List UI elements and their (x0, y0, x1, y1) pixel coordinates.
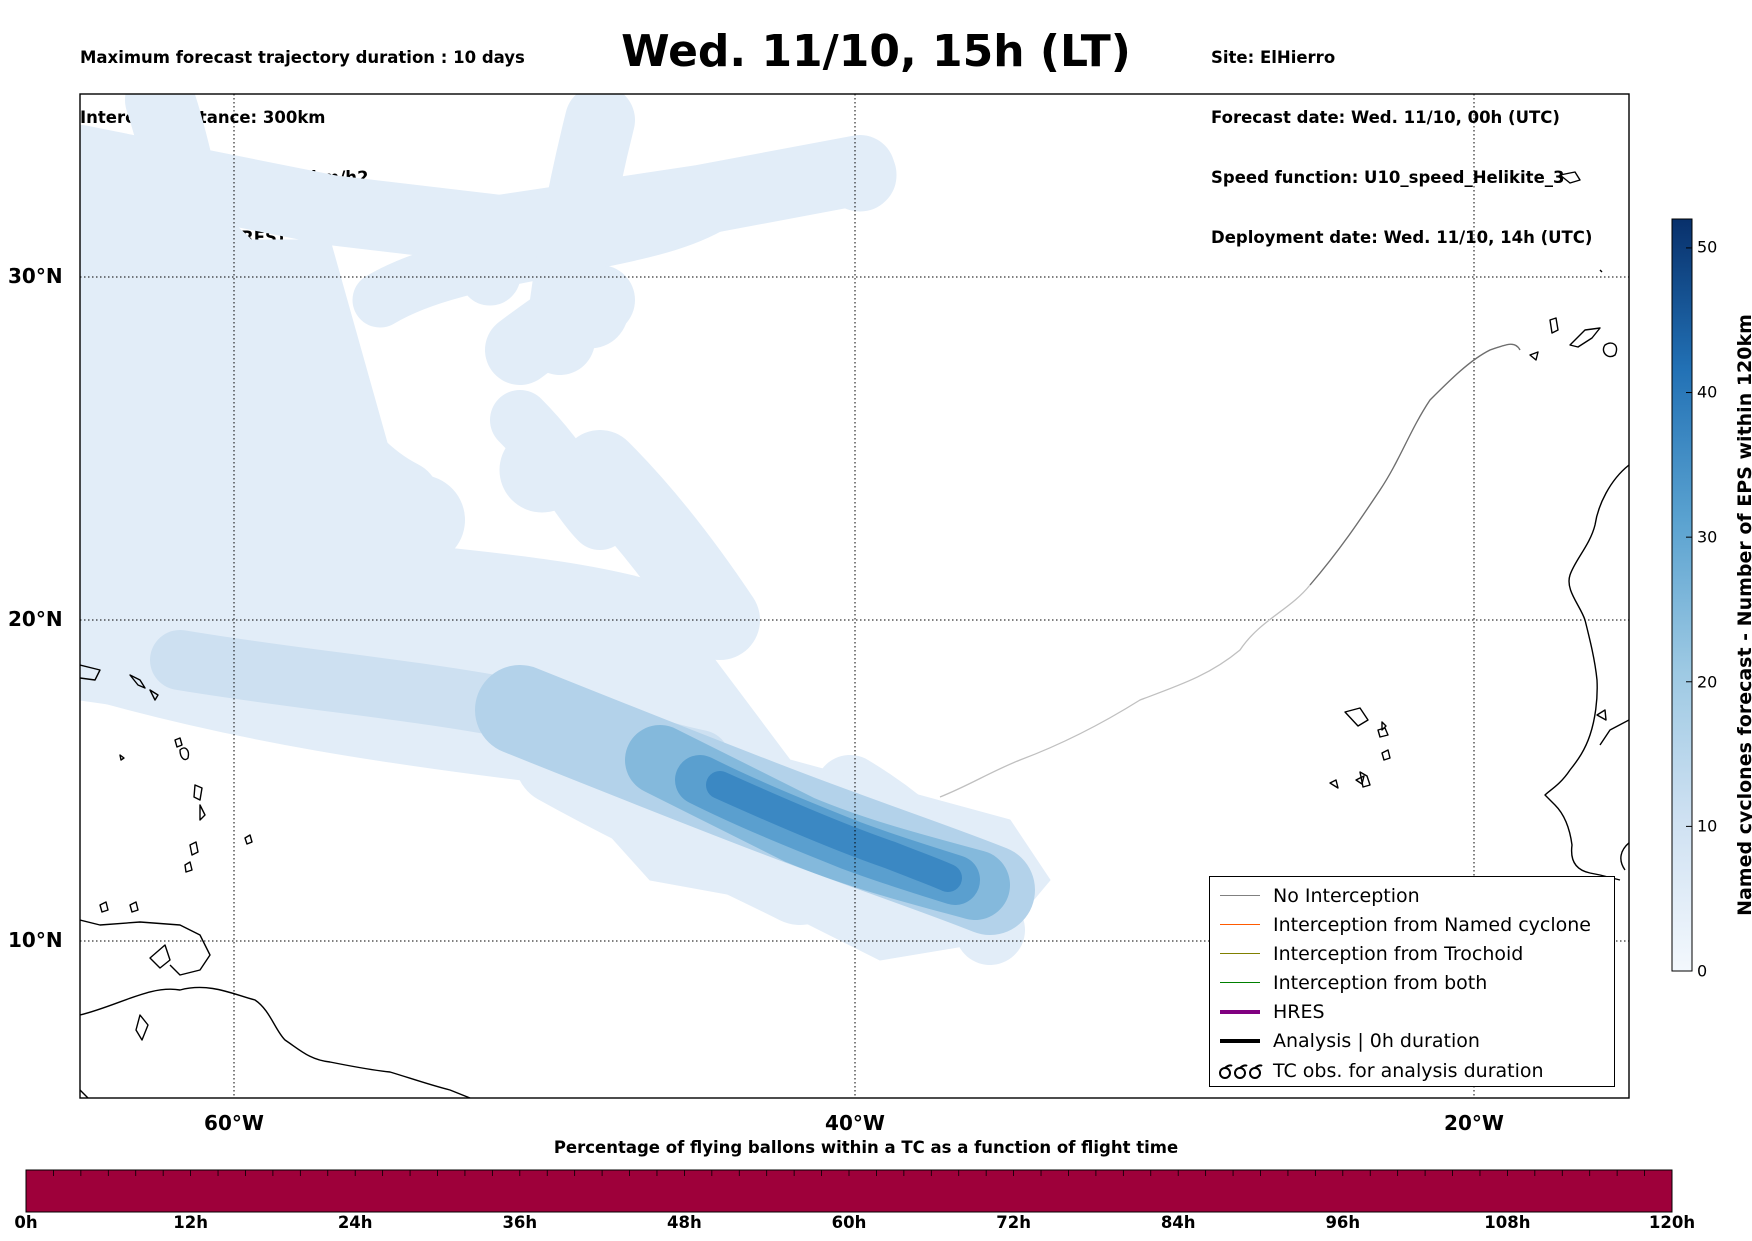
colorbar-tick-0: 0 (1697, 961, 1708, 981)
legend-label: Interception from Named cyclone (1273, 914, 1591, 936)
legend-item-both: Interception from both (1210, 970, 1614, 996)
legend-line-trochoid (1220, 953, 1260, 954)
coastlines (80, 171, 1629, 1098)
legend-line-named-cyclone (1220, 924, 1260, 925)
legend-item-no-interception: No Interception (1210, 883, 1614, 909)
trajectory-no-interception (939, 343, 1521, 798)
legend-label: TC obs. for analysis duration (1273, 1060, 1544, 1082)
tc-symbol-icon (1219, 1064, 1263, 1079)
map-legend: No Interception Interception from Named … (1209, 876, 1615, 1087)
legend-item-trochoid: Interception from Trochoid (1210, 941, 1614, 967)
legend-item-named-cyclone: Interception from Named cyclone (1210, 912, 1614, 938)
colorbar-tick-50: 50 (1697, 237, 1718, 257)
density-core (706, 771, 962, 892)
lon-label-20w: 20°W (1444, 1111, 1504, 1135)
lat-label-10n: 10°N (8, 928, 63, 952)
header-line-deployment-date: Deployment date: Wed. 11/10, 14h (UTC) (1211, 228, 1593, 247)
progress-tick-label: 72h (996, 1213, 1031, 1232)
legend-item-analysis: Analysis | 0h duration (1210, 1028, 1614, 1054)
map-title: Wed. 11/10, 15h (LT) (621, 26, 1131, 77)
legend-line-hres (1220, 1010, 1260, 1014)
header-line-forecast-date: Forecast date: Wed. 11/10, 00h (UTC) (1211, 108, 1560, 127)
header-line-site: Site: ElHierro (1211, 48, 1336, 67)
legend-label: Analysis | 0h duration (1273, 1030, 1480, 1052)
colorbar-tick-20: 20 (1697, 672, 1718, 692)
legend-line-no-interception (1220, 895, 1260, 896)
progress-tick-label: 48h (667, 1213, 702, 1232)
legend-label: HRES (1273, 1001, 1325, 1023)
legend-item-hres: HRES (1210, 999, 1614, 1025)
legend-label: No Interception (1273, 885, 1420, 907)
colorbar-tick-30: 30 (1697, 527, 1718, 547)
legend-line-both (1220, 982, 1260, 983)
progress-bar-title: Percentage of flying ballons within a TC… (553, 1138, 1179, 1157)
density-field (80, 94, 1629, 1098)
progress-tick-label: 24h (337, 1213, 373, 1232)
progress-tick-label: 36h (502, 1213, 538, 1232)
header-line-speed-function: Speed function: U10_speed_Helikite_3 (1211, 168, 1565, 187)
lon-label-60w: 60°W (204, 1111, 264, 1135)
legend-label: Interception from Trochoid (1273, 943, 1524, 965)
progress-tick-label: 84h (1160, 1213, 1196, 1232)
lon-label-40w: 40°W (825, 1111, 885, 1135)
legend-line-analysis (1220, 1039, 1260, 1043)
map-frame (79, 93, 1630, 1099)
progress-bar-fill (25, 1169, 1673, 1213)
header-line-max-duration: Maximum forecast trajectory duration : 1… (80, 48, 525, 67)
lat-label-30n: 30°N (8, 264, 63, 288)
legend-label: Interception from both (1273, 972, 1488, 994)
progress-tick-label: 60h (831, 1213, 867, 1232)
progress-tick-label: 96h (1325, 1213, 1361, 1232)
colorbar (1671, 218, 1693, 972)
progress-tick-label: 120h (1648, 1213, 1696, 1232)
progress-tick-label: 0h (14, 1213, 38, 1232)
colorbar-label: Named cyclones forecast - Number of EPS … (1734, 314, 1752, 916)
legend-item-tc-obs: TC obs. for analysis duration (1210, 1058, 1614, 1084)
trajectory-recent-segment (1309, 343, 1521, 586)
lat-label-20n: 20°N (8, 607, 63, 631)
progress-tick-label: 12h (173, 1213, 208, 1232)
colorbar-tick-40: 40 (1697, 382, 1718, 402)
colorbar-tick-10: 10 (1697, 816, 1718, 836)
header-info-right: Site: ElHierro Forecast date: Wed. 11/10… (1211, 8, 1592, 268)
progress-tick-label: 108h (1484, 1213, 1531, 1232)
